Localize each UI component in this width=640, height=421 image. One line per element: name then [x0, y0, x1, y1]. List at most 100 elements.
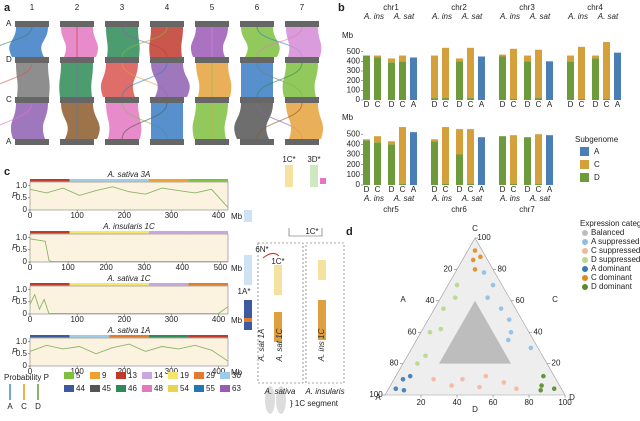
legend-swatch: [64, 372, 74, 379]
data-point: [423, 353, 428, 359]
legend-label: 55: [206, 384, 215, 393]
plot-area: [29, 181, 229, 211]
segment-strip: [188, 283, 228, 286]
x-tick-label: 100: [70, 315, 84, 324]
legend-title: Subgenome: [575, 135, 619, 144]
species-label: A. sat: [393, 12, 415, 21]
plot-title: A. sativa 3A: [107, 170, 151, 179]
bar-label: D: [364, 185, 370, 194]
probability-line: [29, 238, 228, 262]
data-point: [415, 361, 420, 366]
bar-segment: [456, 154, 463, 185]
bar-label: C: [400, 100, 406, 109]
bar-label: C: [400, 185, 406, 194]
data-point: [472, 248, 478, 253]
y-tick-label: 0: [356, 180, 361, 189]
row-label: C: [6, 95, 12, 104]
synteny-ribbon: [151, 63, 190, 97]
legend-label: D suppressed: [591, 255, 640, 264]
data-point: [427, 329, 433, 335]
legend-title: Probability P: [4, 373, 49, 382]
column-label: 3: [120, 3, 125, 12]
synteny-ribbon: [192, 103, 228, 139]
bar-segment: [442, 47, 449, 99]
chromosome-name: chr2: [451, 3, 467, 12]
y-tick-label: 500: [347, 47, 361, 56]
legend-label: 19: [180, 371, 189, 380]
x-unit: Mb: [231, 264, 243, 273]
species-label: A. sat: [461, 194, 483, 203]
schematic-label: A. sat 1A: [257, 329, 266, 362]
plot-title: A. insularis 1C: [102, 222, 155, 231]
y-tick-label: 400: [347, 139, 361, 148]
chromosome: [60, 97, 94, 103]
chromosome: [60, 57, 94, 63]
y-tick-label: 100: [347, 85, 361, 94]
chromosome: [240, 57, 274, 63]
legend-title: Expression category: [580, 219, 640, 228]
segment-strip: [69, 335, 110, 338]
schematic-label: A. sativa: [264, 387, 296, 396]
bar-segment: [410, 57, 417, 100]
bar-label: A: [547, 100, 553, 109]
ternary-tick-label: 20: [417, 398, 426, 407]
species-label: A. ins: [567, 12, 588, 21]
data-point: [506, 337, 511, 343]
ternary-tick-label: 20: [552, 359, 561, 368]
schematic-label: 1A*: [238, 287, 251, 296]
legend-dot: [582, 266, 588, 272]
ternary-tick-label: 40: [426, 296, 435, 305]
segment-strip: [188, 179, 228, 182]
x-tick-label: 300: [165, 315, 179, 324]
cross-ribbon: [121, 102, 168, 140]
bar-segment: [374, 55, 381, 58]
synteny-ribbon: [190, 27, 228, 57]
ternary-tick-label: 40: [453, 398, 462, 407]
bar-label: D: [568, 100, 574, 109]
bar-label: D: [389, 185, 395, 194]
schematic-shapes: [244, 165, 345, 414]
data-point: [401, 387, 407, 393]
data-point: [472, 267, 478, 272]
species-label: A. ins: [431, 194, 452, 203]
species-label: A. sat: [529, 12, 551, 21]
axis-label: A: [375, 393, 381, 402]
y-tick-label: 200: [347, 76, 361, 85]
bar-label: C: [536, 185, 542, 194]
schematic-label: A. sat 1C: [275, 328, 284, 362]
bar-segment: [524, 55, 531, 62]
bar-label: C: [375, 100, 381, 109]
bar-segment: [478, 56, 485, 100]
bar-segment: [510, 183, 517, 185]
data-point: [508, 329, 514, 335]
ternary-tick-label: 100: [477, 233, 491, 242]
x-tick-label: 0: [28, 211, 33, 220]
synteny-ribbon: [286, 27, 322, 57]
legend-swatch: [194, 385, 204, 392]
bar-segment: [510, 48, 517, 100]
legend-dot: [582, 230, 588, 236]
y-axis-label: P: [12, 347, 18, 356]
y-tick-label: 0: [23, 257, 28, 266]
synteny-ribbon: [151, 103, 183, 139]
bar-label: D: [500, 100, 506, 109]
data-point: [501, 380, 507, 385]
data-point: [454, 282, 460, 288]
chromosome: [195, 21, 229, 27]
plot-area: [29, 337, 229, 367]
legend-swatch: [90, 372, 100, 379]
ternary-tick-label: 60: [489, 398, 498, 407]
bar-segment: [388, 62, 395, 100]
synteny-ribbon: [61, 27, 99, 57]
bar-segment: [467, 47, 474, 99]
bar-segment: [363, 140, 370, 185]
legend-label: 13: [128, 371, 137, 380]
cross-ribbon: [0, 26, 33, 46]
x-unit: Mb: [231, 212, 243, 221]
bar-label: A: [615, 100, 621, 109]
segment-strip: [148, 179, 189, 182]
data-point: [407, 373, 413, 379]
chromosome-name: chr1: [383, 3, 399, 12]
legend-swatch: [116, 385, 126, 392]
segment-strip: [69, 283, 110, 286]
